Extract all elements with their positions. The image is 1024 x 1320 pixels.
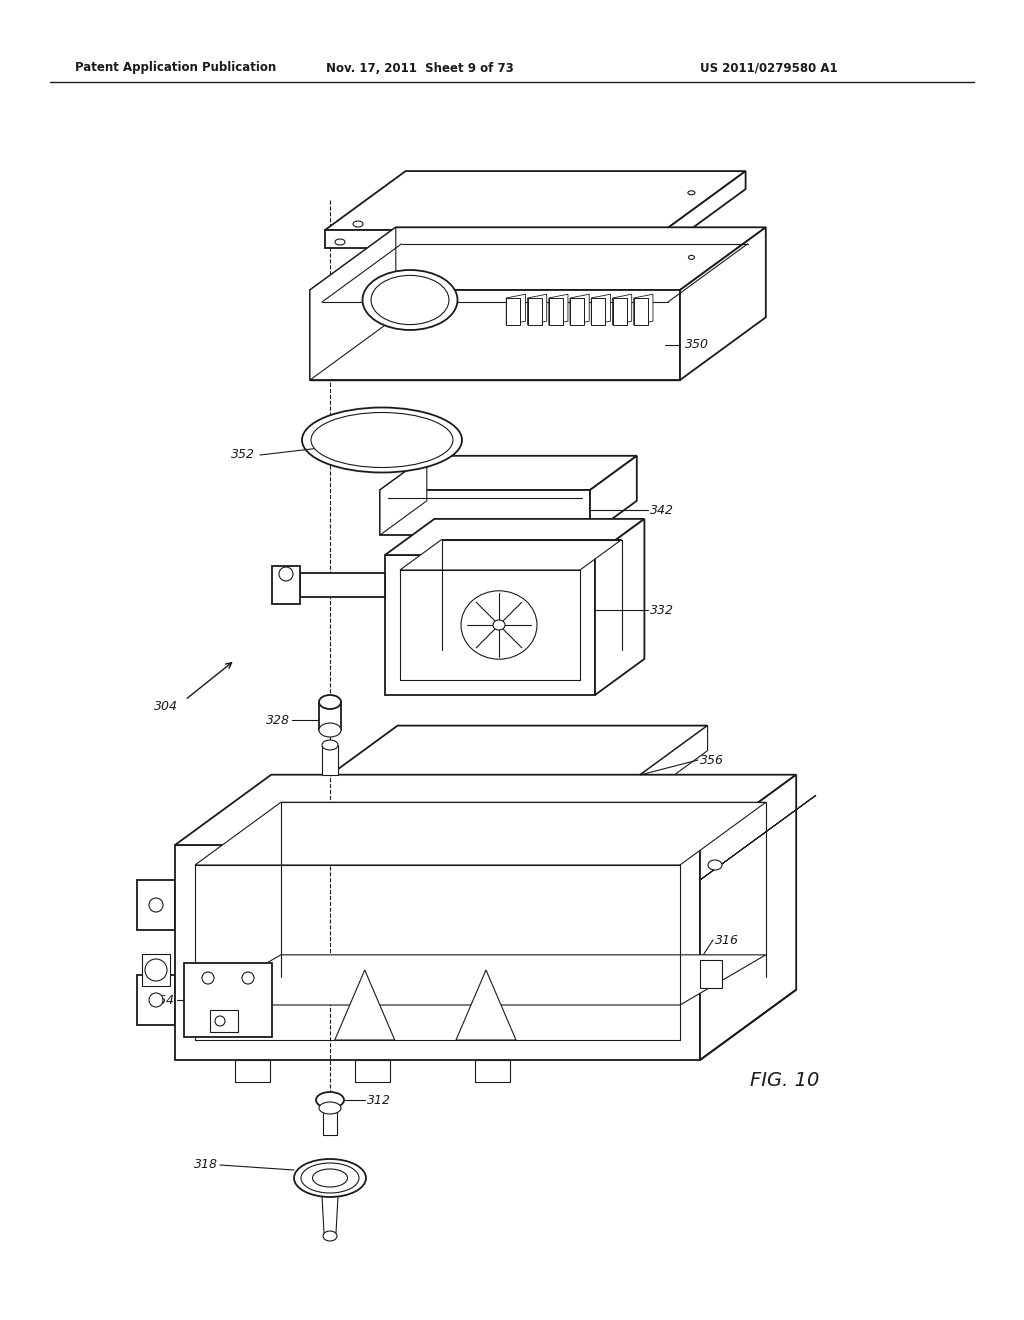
Polygon shape (700, 775, 797, 1060)
Ellipse shape (242, 972, 254, 983)
Polygon shape (506, 294, 525, 325)
Polygon shape (234, 1060, 270, 1082)
Polygon shape (680, 227, 766, 380)
Polygon shape (385, 519, 644, 554)
Polygon shape (335, 970, 394, 1040)
Ellipse shape (493, 620, 505, 630)
Polygon shape (385, 554, 595, 696)
Ellipse shape (215, 1016, 225, 1026)
Polygon shape (323, 1107, 337, 1135)
Polygon shape (549, 298, 563, 325)
Polygon shape (175, 845, 700, 1060)
Ellipse shape (371, 276, 449, 325)
Ellipse shape (294, 1159, 366, 1197)
Polygon shape (137, 975, 175, 1026)
Polygon shape (640, 726, 708, 800)
Polygon shape (590, 455, 637, 535)
Polygon shape (272, 566, 300, 605)
Ellipse shape (279, 568, 293, 581)
Text: 352: 352 (231, 449, 255, 462)
Polygon shape (570, 298, 584, 325)
Polygon shape (506, 298, 520, 325)
Ellipse shape (312, 1170, 347, 1187)
Polygon shape (355, 1060, 390, 1082)
Polygon shape (300, 573, 385, 597)
Polygon shape (322, 1196, 338, 1233)
Text: 342: 342 (650, 503, 674, 516)
Polygon shape (310, 227, 396, 380)
Ellipse shape (323, 1232, 337, 1241)
Ellipse shape (353, 220, 362, 227)
Polygon shape (634, 298, 648, 325)
Polygon shape (634, 294, 653, 325)
Ellipse shape (319, 1102, 341, 1114)
Ellipse shape (301, 1163, 359, 1193)
Ellipse shape (311, 412, 453, 467)
Ellipse shape (150, 993, 163, 1007)
Polygon shape (380, 455, 637, 490)
Text: 312: 312 (367, 1093, 391, 1106)
Ellipse shape (202, 972, 214, 983)
Polygon shape (700, 960, 722, 987)
Polygon shape (210, 1010, 238, 1032)
Polygon shape (549, 294, 568, 325)
Text: 328: 328 (266, 714, 290, 726)
Polygon shape (665, 172, 745, 248)
Ellipse shape (150, 898, 163, 912)
Ellipse shape (316, 1092, 344, 1107)
Polygon shape (591, 294, 610, 325)
Polygon shape (456, 970, 516, 1040)
Polygon shape (195, 954, 766, 1005)
Polygon shape (184, 964, 272, 1038)
Ellipse shape (302, 408, 462, 473)
Polygon shape (330, 775, 640, 800)
Text: 332: 332 (650, 603, 674, 616)
Polygon shape (310, 290, 680, 380)
Text: 356: 356 (700, 754, 724, 767)
Ellipse shape (145, 960, 167, 981)
Text: Patent Application Publication: Patent Application Publication (75, 62, 276, 74)
Ellipse shape (688, 191, 695, 195)
Polygon shape (319, 702, 341, 730)
Polygon shape (195, 803, 766, 865)
Polygon shape (595, 519, 644, 696)
Ellipse shape (322, 741, 338, 750)
Ellipse shape (461, 591, 537, 659)
Polygon shape (612, 298, 627, 325)
Text: Nov. 17, 2011  Sheet 9 of 73: Nov. 17, 2011 Sheet 9 of 73 (326, 62, 514, 74)
Polygon shape (527, 298, 542, 325)
Ellipse shape (335, 239, 345, 246)
Polygon shape (700, 795, 816, 880)
Text: 316: 316 (715, 933, 739, 946)
Text: US 2011/0279580 A1: US 2011/0279580 A1 (700, 62, 838, 74)
Polygon shape (175, 775, 797, 845)
Polygon shape (475, 1060, 510, 1082)
Polygon shape (322, 744, 338, 775)
Text: 318: 318 (194, 1159, 218, 1172)
Polygon shape (380, 490, 590, 535)
Ellipse shape (708, 861, 722, 870)
Text: 350: 350 (685, 338, 709, 351)
Text: FIG. 10: FIG. 10 (750, 1071, 819, 1089)
Polygon shape (142, 954, 170, 986)
Polygon shape (527, 294, 547, 325)
Polygon shape (310, 227, 766, 290)
Ellipse shape (319, 723, 341, 737)
Ellipse shape (362, 271, 458, 330)
Polygon shape (570, 294, 589, 325)
Text: 364: 364 (151, 994, 175, 1006)
Text: 304: 304 (154, 700, 178, 713)
Polygon shape (325, 230, 665, 248)
Polygon shape (380, 455, 427, 535)
Polygon shape (612, 294, 632, 325)
Polygon shape (400, 540, 622, 570)
Polygon shape (330, 726, 708, 775)
Polygon shape (325, 172, 745, 230)
Polygon shape (591, 298, 605, 325)
Ellipse shape (688, 255, 694, 260)
Polygon shape (137, 880, 175, 931)
Ellipse shape (319, 696, 341, 709)
